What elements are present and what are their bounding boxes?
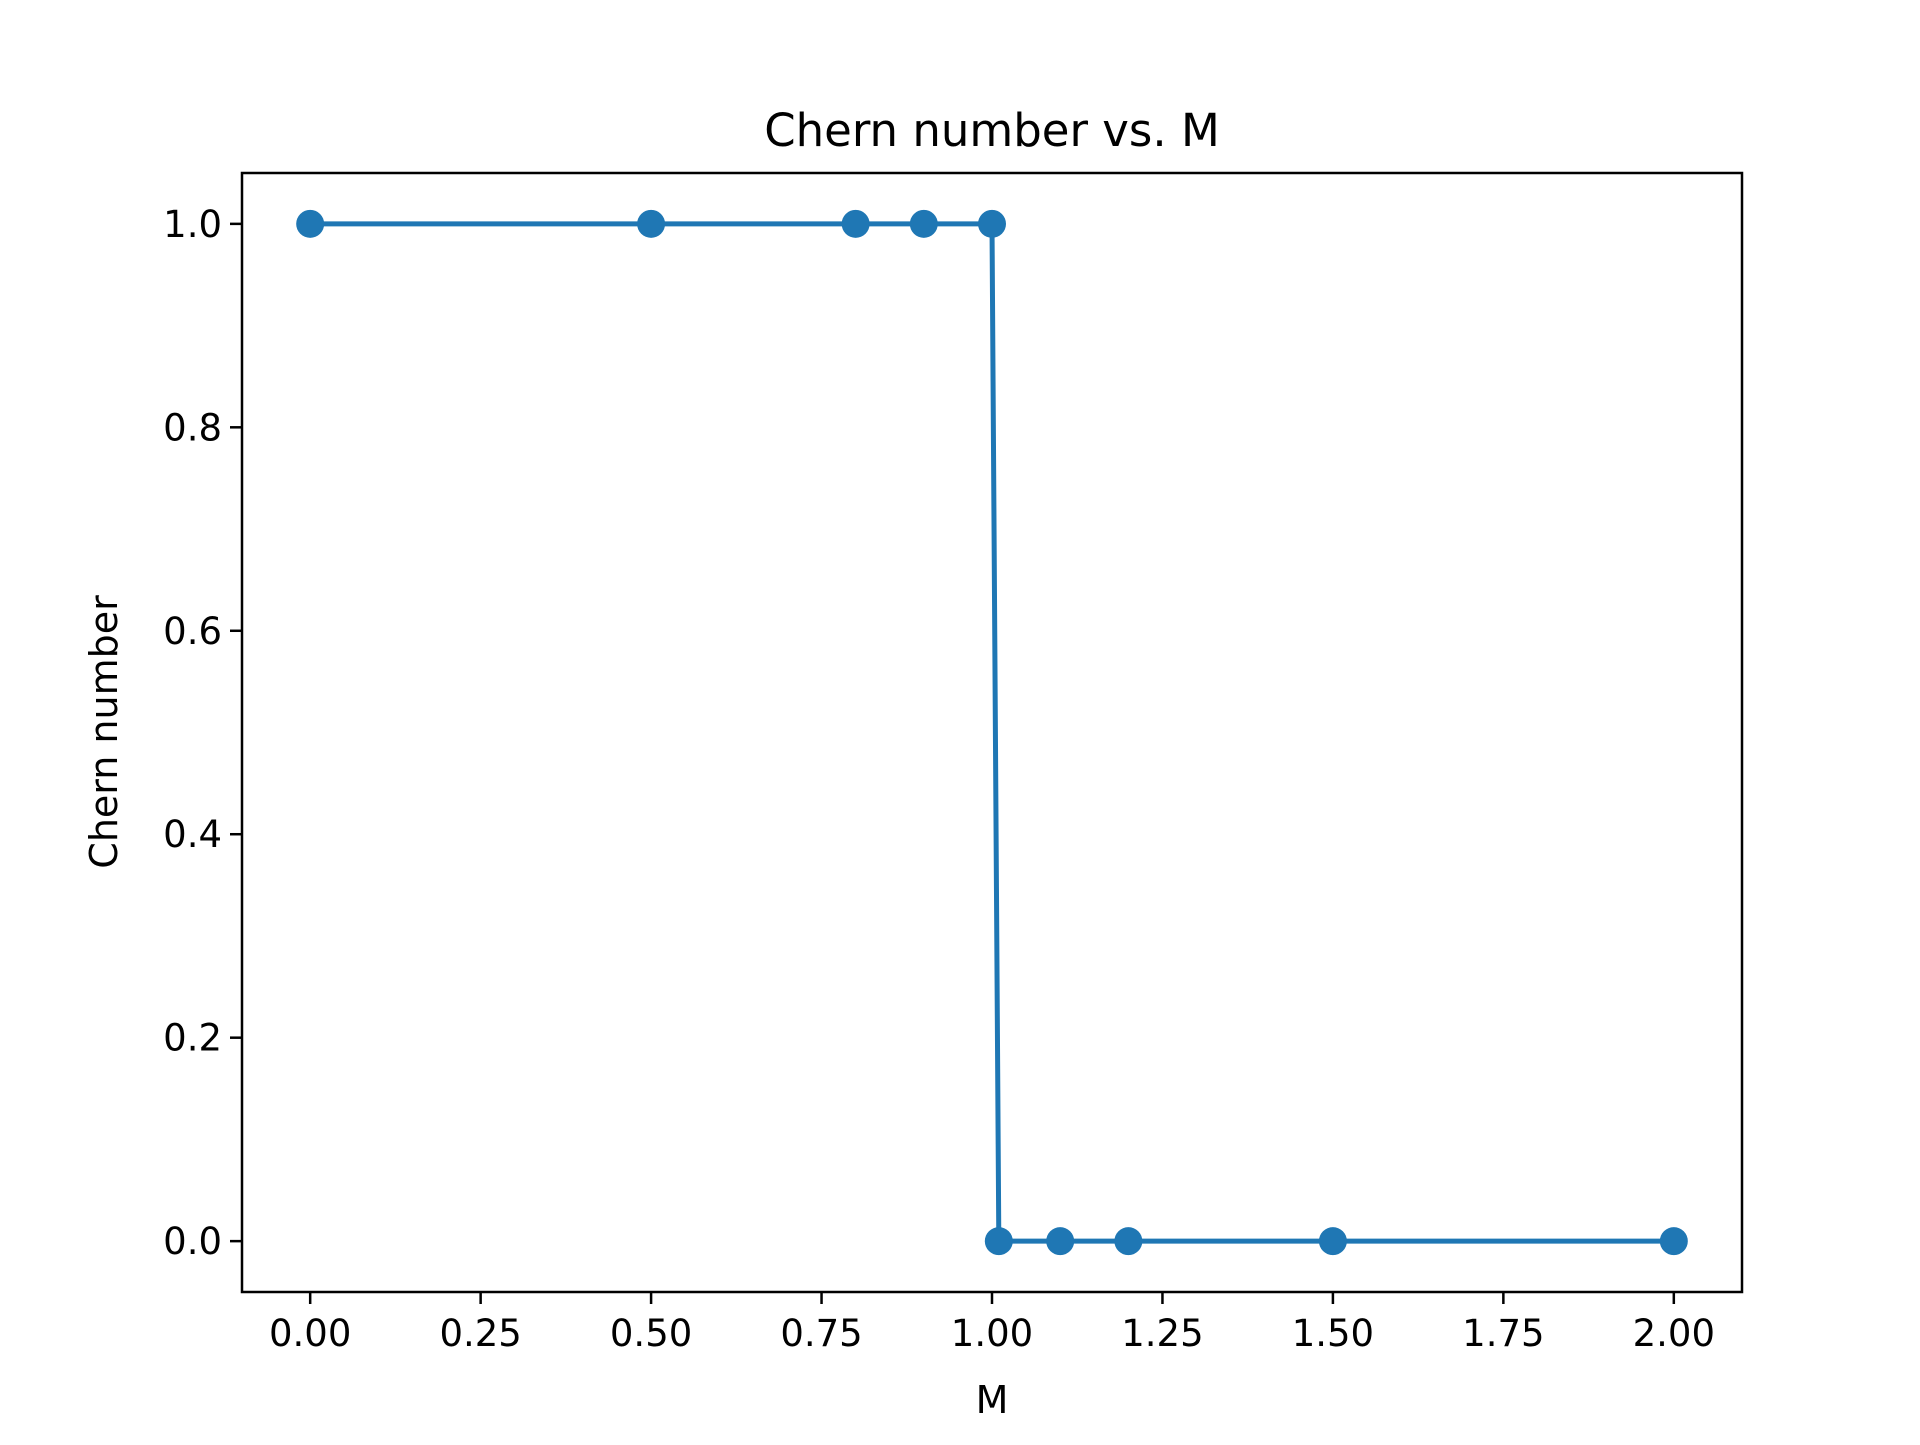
x-tick-label: 0.50	[610, 1312, 692, 1355]
x-tick-label: 1.50	[1292, 1312, 1374, 1355]
data-point	[637, 209, 666, 238]
data-point	[978, 209, 1006, 238]
y-tick-label: 0.2	[163, 1017, 222, 1060]
x-tick-label: 1.75	[1462, 1312, 1544, 1355]
series-layer	[296, 209, 1688, 1256]
data-point	[909, 209, 938, 238]
chart-title: Chern number vs. M	[764, 104, 1220, 157]
x-tick-label: 1.25	[1121, 1312, 1203, 1355]
y-tick-label: 0.4	[163, 813, 222, 856]
data-point	[841, 209, 870, 238]
axes: 0.00 0.25 0.50 0.75 1.00 1.25 1.50 1.75 2.00 0.0 0…	[163, 203, 1715, 1355]
data-point	[296, 209, 325, 238]
data-point	[1114, 1227, 1143, 1256]
y-axis-label: Chern number	[82, 595, 126, 869]
y-tick-label: 1.0	[163, 203, 222, 246]
y-tick-label: 0.0	[163, 1220, 222, 1263]
x-tick-label: 0.00	[269, 1312, 351, 1355]
data-point	[1318, 1227, 1347, 1256]
series-line	[310, 221, 1674, 1244]
x-tick-label: 1.00	[951, 1312, 1033, 1355]
data-point	[984, 1227, 1013, 1256]
x-tick-label: 0.75	[780, 1312, 862, 1355]
y-tick-label: 0.6	[163, 610, 222, 653]
x-tick-label: 2.00	[1633, 1312, 1715, 1355]
plot-frame	[240, 171, 1744, 1294]
x-tick-label: 0.25	[439, 1312, 521, 1355]
data-point	[1046, 1227, 1075, 1256]
y-tick-label: 0.8	[163, 406, 222, 449]
x-axis-label: M	[976, 1378, 1009, 1422]
data-point	[1659, 1227, 1688, 1256]
